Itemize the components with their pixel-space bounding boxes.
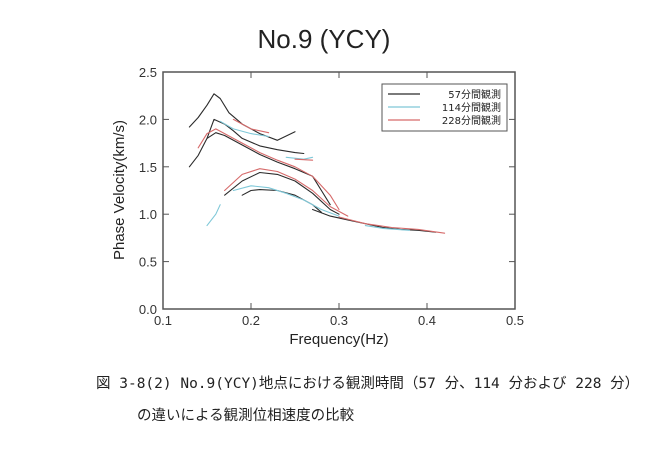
y-tick-label: 2.5 (139, 65, 157, 80)
y-axis-label: Phase Velocity(km/s) (111, 120, 128, 260)
series-line (219, 120, 270, 138)
y-tick-label: 2.0 (139, 112, 157, 127)
series-line (232, 118, 270, 134)
series-line (294, 158, 314, 161)
series-line (188, 93, 296, 141)
legend-label: 228分間観測 (442, 114, 501, 127)
series-line (224, 171, 340, 215)
series-line (224, 168, 349, 217)
y-tick-label: 1.5 (139, 160, 157, 175)
series-2 (206, 120, 410, 231)
figure-caption-line-2: の違いによる観測位相速度の比較 (137, 408, 355, 424)
series-1 (188, 93, 437, 233)
legend-label: 57分間観測 (448, 88, 501, 101)
x-tick-label: 0.4 (418, 313, 436, 328)
y-tick-label: 0.5 (139, 255, 157, 270)
series-line (206, 132, 331, 206)
figure-caption-line-1: 図 3-8(2) No.9(YCY)地点における観測時間（57 分、114 分お… (96, 376, 640, 392)
x-axis-label: Frequency(Hz) (289, 331, 388, 348)
series-line (338, 216, 446, 234)
legend-label: 114分間観測 (442, 101, 501, 114)
series-line (241, 189, 322, 213)
series-line (232, 185, 340, 217)
x-tick-label: 0.5 (506, 313, 524, 328)
x-tick-label: 0.1 (154, 313, 172, 328)
series-line (188, 118, 305, 168)
x-tick-label: 0.3 (330, 313, 348, 328)
chart-figure: No.9 (YCY) 0.1 0.2 0.3 0.4 0.5 0.0 0.5 1.0 1.5 2.… (111, 24, 524, 348)
axis-ticks: 0.1 0.2 0.3 0.4 0.5 0.0 0.5 1.0 1.5 2.0 2.5 (139, 65, 524, 328)
chart-title: No.9 (YCY) (258, 24, 391, 54)
series-layer (188, 93, 446, 234)
y-tick-label: 1.0 (139, 207, 157, 222)
series-line (312, 208, 437, 233)
series-line (206, 204, 221, 227)
series-3 (197, 118, 446, 234)
y-tick-label: 0.0 (139, 302, 157, 317)
series-line (197, 128, 340, 211)
x-tick-label: 0.2 (242, 313, 260, 328)
series-line (364, 225, 410, 231)
